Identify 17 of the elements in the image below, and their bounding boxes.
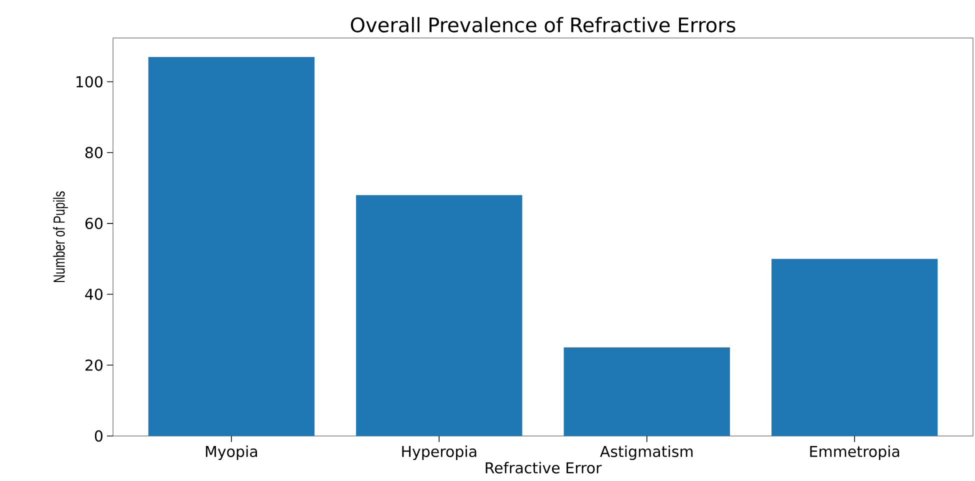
y-tick-label: 60 [85,218,102,230]
bar [148,56,315,436]
bar [564,347,730,436]
x-tick-label: Hyperopia [402,446,476,460]
bar [772,258,938,436]
y-tick-label: 100 [76,76,102,88]
x-axis-title: Refractive Error [486,462,602,474]
chart-title: Overall Prevalence of Refractive Errors [350,16,736,32]
x-tick-label: Myopia [206,446,257,460]
x-tick-label: Astigmatism [600,446,693,460]
y-tick-label: 80 [85,146,102,158]
x-tick-label: Emmetropia [810,446,900,460]
y-tick-label: 0 [94,430,102,442]
y-tick-label: 20 [85,359,102,371]
y-tick-label: 40 [85,288,102,300]
bar [356,195,522,436]
y-axis-title: Number of Pupils [53,191,68,282]
